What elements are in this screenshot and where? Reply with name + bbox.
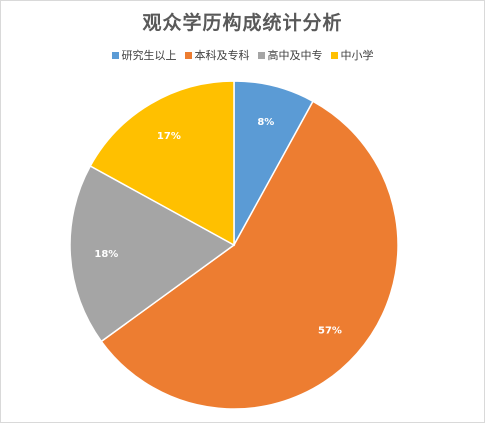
legend-item-0: 研究生以上 — [111, 47, 177, 63]
legend-item-3: 中小学 — [330, 47, 374, 63]
data-label-3: 17% — [157, 131, 181, 142]
legend-swatch-3 — [330, 51, 338, 59]
data-label-2: 18% — [94, 249, 118, 260]
legend-item-1: 本科及专科 — [184, 47, 250, 63]
legend-item-2: 高中及中专 — [257, 47, 323, 63]
legend-swatch-2 — [257, 51, 265, 59]
legend-swatch-1 — [184, 51, 192, 59]
legend-label-2: 高中及中专 — [267, 49, 323, 62]
pie-slice-1 — [100, 100, 399, 410]
legend-label-3: 中小学 — [340, 49, 374, 62]
data-label-0: 8% — [257, 117, 274, 128]
chart-legend: 研究生以上 本科及专科 高中及中专 中小学 — [0, 47, 485, 63]
pie-slice-2 — [69, 164, 236, 343]
legend-swatch-0 — [111, 51, 119, 59]
chart-title: 观众学历构成统计分析 — [142, 12, 343, 34]
legend-label-0: 研究生以上 — [121, 49, 177, 62]
pie-slice-3 — [89, 80, 235, 247]
data-label-1: 57% — [318, 326, 342, 337]
legend-label-1: 本科及专科 — [194, 49, 250, 62]
